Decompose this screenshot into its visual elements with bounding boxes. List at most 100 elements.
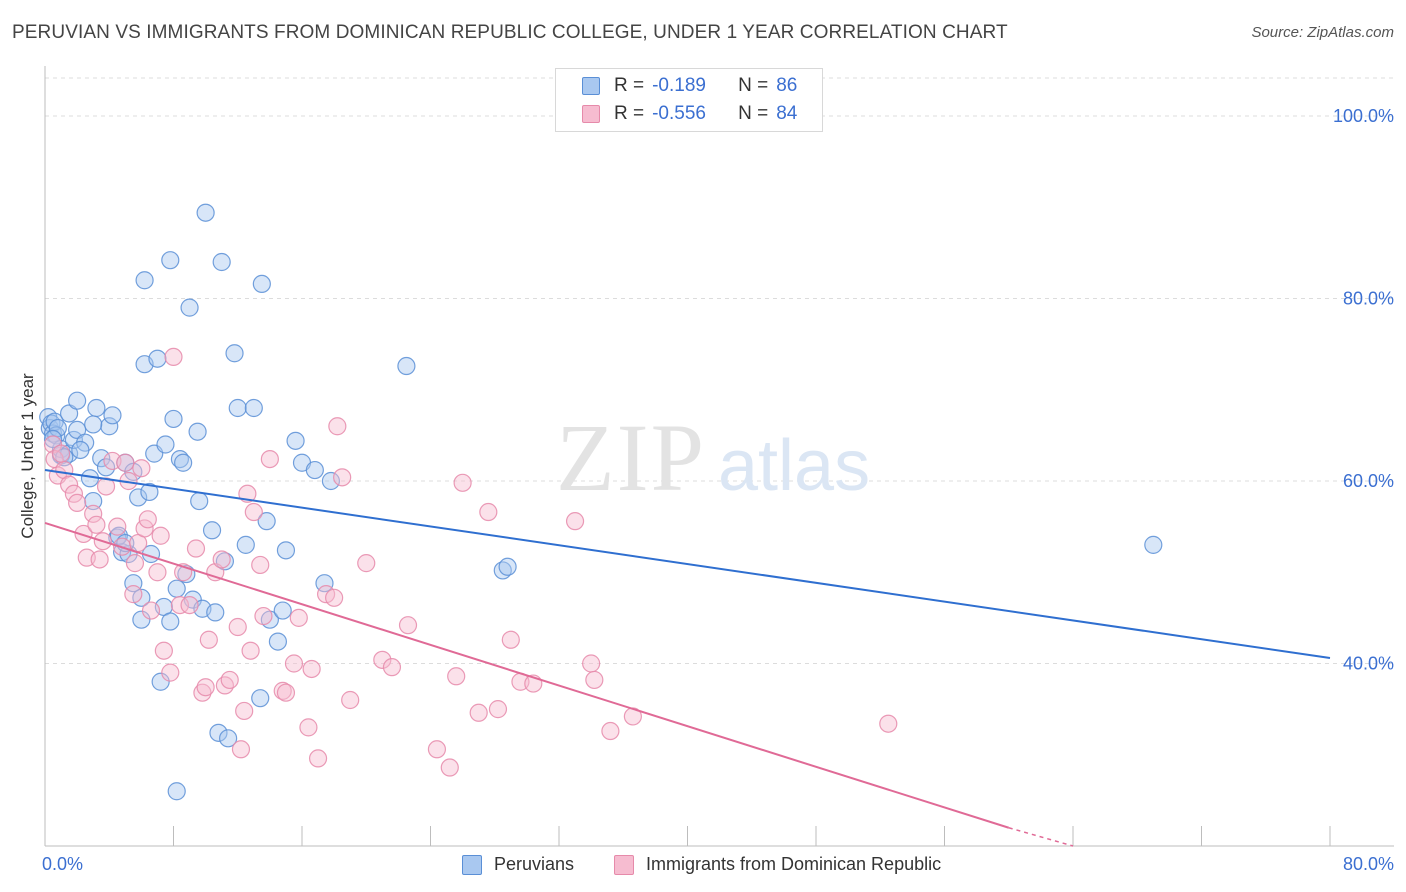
x-tick-label: 0.0% (42, 854, 83, 874)
dominican-point (488, 700, 508, 719)
peruvian-point (71, 440, 90, 460)
dominican-point (244, 502, 263, 522)
peruvian-point (257, 512, 276, 531)
peruvian-point (43, 429, 63, 449)
dominican-point (299, 718, 318, 737)
legend-item-dominican[interactable]: Immigrants from Dominican Republic (614, 854, 941, 875)
n-label: N = (738, 75, 769, 96)
dominican-point (289, 608, 308, 627)
n-value: 86 (776, 75, 798, 96)
dominican-point (302, 659, 321, 679)
peruvian-point (140, 482, 159, 502)
dominican-point (333, 468, 352, 487)
dominican-point (132, 459, 151, 478)
dominican-point (308, 749, 328, 768)
y-tick-label: 60.0% (1343, 471, 1394, 491)
dominican-point (196, 678, 215, 697)
dominican-point (251, 555, 270, 575)
dominican-point (124, 585, 143, 604)
dominican-point (879, 714, 898, 733)
peruvian-point (84, 491, 103, 511)
dominican-point (84, 504, 103, 523)
dominican-point (193, 683, 212, 702)
dominican-point (228, 617, 247, 637)
pink-swatch-icon (582, 105, 600, 123)
y-tick-label: 80.0% (1343, 289, 1394, 309)
peruvian-point (68, 391, 87, 410)
dominican-point (254, 606, 273, 626)
peruvian-point (164, 409, 183, 429)
dominican-point (87, 515, 106, 534)
legend-label-dominican: Immigrants from Dominican Republic (646, 854, 942, 874)
y-tick-label: 100.0% (1333, 106, 1394, 126)
dominican-point (125, 554, 145, 573)
peruvian-point (397, 356, 416, 376)
dominican-point (199, 630, 218, 649)
dominican-point (164, 347, 183, 366)
peruvian-point (212, 252, 231, 272)
peruvian-point (1144, 535, 1163, 554)
peruvian-point (180, 298, 199, 317)
correlation-legend: R = -0.189 N = 86 R = -0.556 N = 84 (555, 68, 823, 132)
peruvian-point (148, 349, 167, 368)
peruvian-point (268, 632, 288, 651)
peruvian-point (498, 557, 517, 576)
dominican-point (276, 683, 296, 702)
y-axis-label: College, Under 1 year (18, 373, 37, 539)
dominican-point (138, 510, 157, 529)
peruvian-point (228, 398, 247, 418)
peruvian-point (286, 431, 305, 450)
dominican-point (479, 502, 498, 522)
legend-item-peruvians[interactable]: Peruvians (462, 854, 574, 875)
peruvian-point (48, 418, 67, 438)
dominican-point (427, 740, 447, 759)
peruvian-point (161, 612, 180, 631)
r-label: R = (614, 75, 645, 96)
dominican-point (273, 681, 292, 700)
dominican-point (357, 554, 376, 573)
peruvian-point (167, 782, 186, 801)
dominican-point (382, 658, 402, 677)
dominican-point (453, 473, 472, 492)
dominican-point (148, 563, 167, 582)
n-label: N = (738, 103, 769, 124)
peruvian-point (190, 491, 209, 511)
peruvian-point (100, 417, 119, 436)
dominican-point (325, 588, 344, 607)
dominican-point (141, 601, 161, 620)
dominican-point (447, 667, 466, 686)
dominican-point (51, 444, 71, 463)
dominican-trendline (44, 522, 1010, 829)
peruvian-point (321, 471, 341, 491)
legend-row-dominican: R = -0.556 N = 84 (582, 102, 797, 126)
dominican-point (161, 663, 180, 682)
dominican-point (108, 517, 127, 536)
peruvian-point (225, 344, 244, 363)
peruvian-point (244, 398, 263, 418)
peruvian-point (135, 271, 154, 290)
chart-title: PERUVIAN VS IMMIGRANTS FROM DOMINICAN RE… (12, 22, 1008, 43)
dominican-point (170, 595, 190, 615)
peruvian-point (161, 251, 180, 270)
peruvian-point (92, 449, 111, 468)
peruvian-point (251, 689, 270, 708)
series-legend: Peruvians Immigrants from Dominican Repu… (0, 852, 1406, 878)
r-value: -0.556 (652, 103, 706, 124)
dominican-point (116, 453, 135, 472)
legend-label-peruvians: Peruvians (494, 854, 575, 874)
peruvian-point (132, 610, 151, 629)
blue-swatch-icon (462, 854, 482, 875)
peruvian-point (209, 723, 228, 742)
dominican-point (398, 616, 418, 635)
dominican-point (440, 758, 459, 777)
dominican-point (215, 676, 234, 695)
dominican-point (328, 417, 347, 436)
pink-swatch-icon (614, 854, 634, 875)
peruvian-point (84, 415, 103, 434)
dominican-point (235, 701, 254, 721)
dominican-point (59, 475, 79, 494)
legend-row-peruvians: R = -0.189 N = 86 (582, 74, 797, 98)
peruvian-point (188, 422, 207, 441)
x-tick-label: 80.0% (1343, 854, 1394, 874)
peruvian-point (103, 406, 122, 425)
